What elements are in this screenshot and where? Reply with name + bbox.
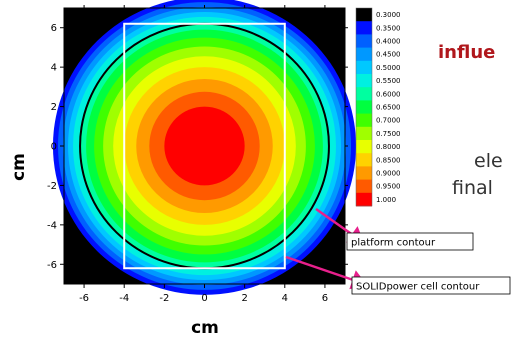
- x-tick-label: 0: [201, 293, 207, 304]
- colorbar-label: 0.9500: [376, 183, 401, 191]
- x-tick-label: -6: [79, 293, 89, 304]
- colorbar-label: 0.8500: [376, 156, 401, 164]
- platform-contour-label: platform contour: [351, 238, 436, 249]
- colorbar-swatch-0.9000: [356, 166, 372, 180]
- colorbar-swatch-0.8000: [356, 140, 372, 154]
- cell-contour-label: SOLIDpower cell contour: [356, 282, 480, 293]
- colorbar-label: 0.4000: [376, 38, 401, 46]
- contour-ring-1.000: [164, 106, 245, 186]
- y-tick-label: -2: [47, 181, 57, 192]
- platform-contour-label-box: [346, 232, 474, 251]
- colorbar-label: 0.3500: [376, 24, 401, 32]
- colorbar-swatch-0.7500: [356, 126, 372, 141]
- annotations: platform contour SOLIDpower cell contour: [79, 22, 511, 295]
- colorbar-label: 0.3000: [376, 11, 401, 19]
- colorbar-swatch-1.000: [356, 192, 372, 207]
- colorbar-swatch-0.4000: [356, 34, 372, 48]
- colorbar-label: 0.6000: [376, 90, 401, 98]
- colorbar-swatch-0.5500: [356, 74, 372, 88]
- colorbar-swatch-0.4500: [356, 47, 372, 62]
- colorbar-label: 0.8000: [376, 143, 401, 151]
- colorbar-frame: [355, 7, 373, 207]
- colorbar-swatch-0.3500: [356, 21, 372, 35]
- colorbar-swatch-0.3000: [356, 8, 372, 22]
- y-tick-label: 4: [51, 63, 57, 74]
- cell-callout-arrow: [285, 255, 367, 290]
- y-axis-label: cm: [9, 153, 29, 181]
- x-tick-label: 6: [322, 293, 328, 304]
- colorbar-label: 0.7000: [376, 117, 401, 125]
- colorbar-swatch-0.6500: [356, 100, 372, 114]
- colorbar: 0.3000 0.3500 0.4000 0.4500 0.5000 0.5500 0.60…: [355, 7, 401, 207]
- x-tick-label: -4: [119, 293, 129, 304]
- colorbar-label: 0.9000: [376, 170, 401, 178]
- y-tick-label: 0: [51, 142, 57, 153]
- colorbar-label: 0.4500: [376, 51, 401, 59]
- x-axis-label: cm: [191, 318, 219, 338]
- axes: -6 -4 -2 0 2 4 6 6 4 2 0 -2 -4 -6: [47, 5, 348, 304]
- colorbar-swatch-0.7000: [356, 113, 372, 128]
- y-tick-label: -4: [47, 220, 57, 231]
- y-tick-label: 6: [51, 23, 57, 34]
- colorbar-label: 0.5500: [376, 77, 401, 85]
- colorbar-label: 0.5000: [376, 64, 401, 72]
- background-heading-text: influe: [438, 42, 496, 63]
- platform-contour-rectangle: [123, 22, 286, 270]
- background-body-text-line-2: final: [452, 177, 493, 199]
- x-tick-label: 4: [282, 293, 288, 304]
- colorbar-label: 0.6500: [376, 104, 401, 112]
- colorbar-swatch-0.9500: [356, 179, 372, 194]
- colorbar-swatch-0.6000: [356, 87, 372, 101]
- y-tick-label: 2: [51, 102, 57, 113]
- x-tick-label: 2: [241, 293, 247, 304]
- cell-contour-label-box: [351, 276, 511, 295]
- y-tick-label: -6: [47, 260, 57, 271]
- plot-area: [53, 0, 356, 295]
- colorbar-label: 1.000: [376, 196, 396, 204]
- colorbar-label: 0.7500: [376, 130, 401, 138]
- colorbar-swatch-0.8500: [356, 153, 372, 167]
- x-tick-label: -2: [159, 293, 169, 304]
- colorbar-swatch-0.5000: [356, 60, 372, 75]
- background-body-text-line-1: ele: [474, 150, 503, 172]
